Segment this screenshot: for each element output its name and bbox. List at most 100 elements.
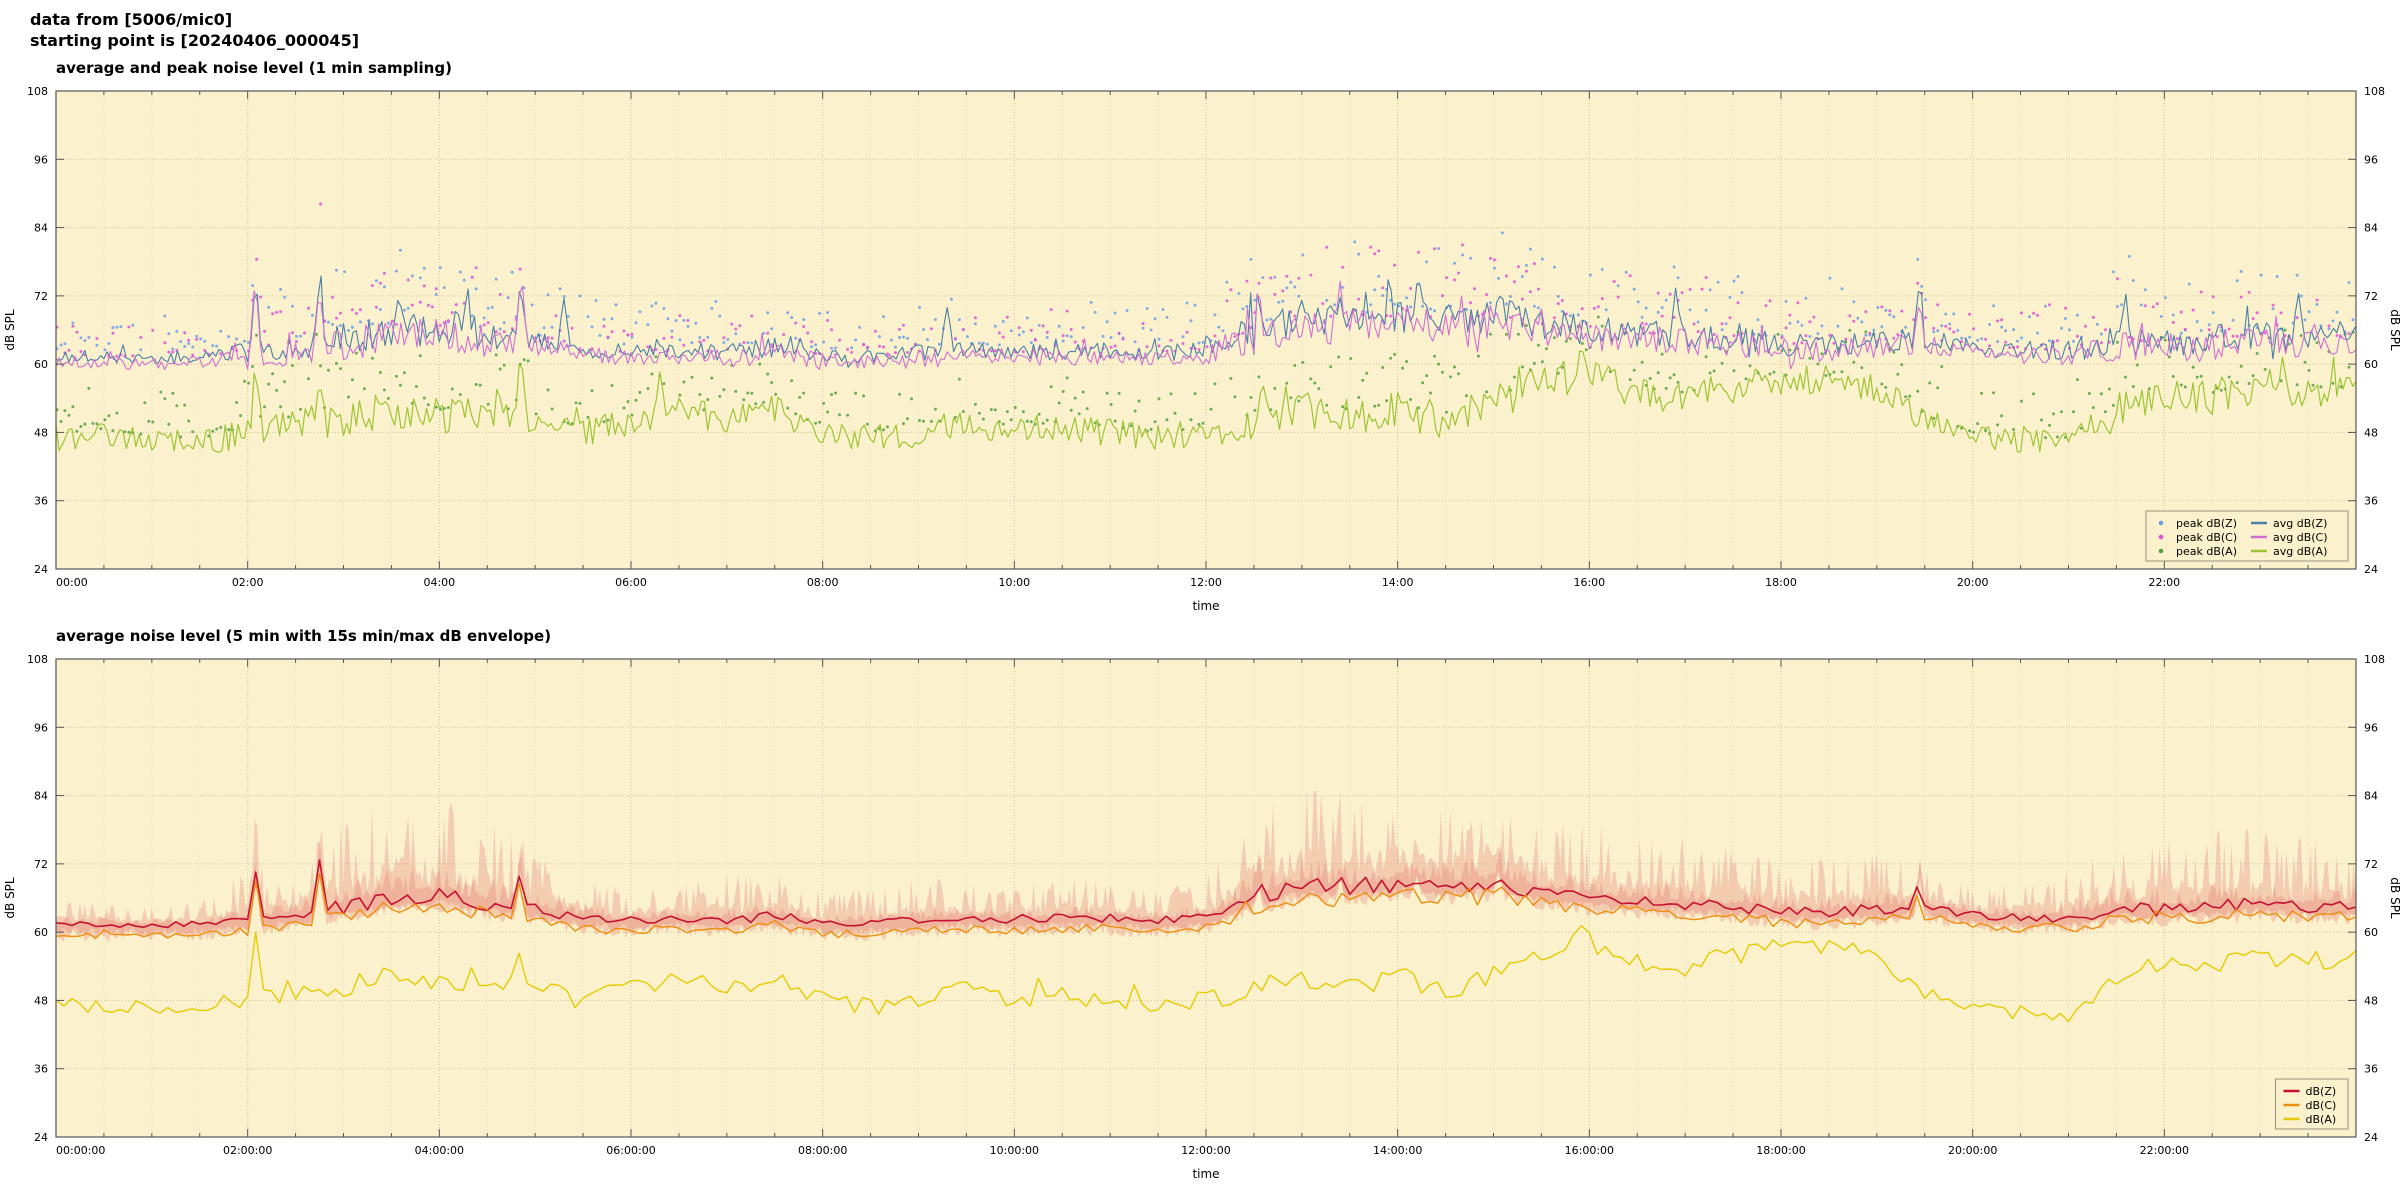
x-tick-label: 06:00 bbox=[615, 576, 647, 589]
y-tick-label: 24 bbox=[34, 563, 48, 576]
y-tick-label: 24 bbox=[34, 1131, 48, 1144]
legend-box bbox=[2145, 510, 2349, 562]
x-tick-label: 22:00:00 bbox=[2140, 1144, 2189, 1157]
legend-label: peak dB(Z) bbox=[2176, 517, 2237, 530]
y-tick-label: 72 bbox=[34, 290, 48, 303]
minmax-envelope-layer-1 bbox=[56, 841, 2356, 936]
legend-label: dB(A) bbox=[2306, 1113, 2337, 1126]
x-tick-label: 12:00:00 bbox=[1181, 1144, 1230, 1157]
y2-tick-label: 60 bbox=[2364, 358, 2378, 371]
series-avg-db-c- bbox=[55, 280, 2357, 371]
y-axis-label: dB SPL bbox=[3, 877, 17, 919]
axis-ticks bbox=[56, 90, 2356, 570]
x-tick-label: 08:00 bbox=[807, 576, 839, 589]
y-tick-label: 36 bbox=[34, 495, 48, 508]
series-peak-db-z- bbox=[55, 231, 2355, 352]
y2-tick-label: 36 bbox=[2364, 495, 2378, 508]
y2-tick-label: 24 bbox=[2364, 1131, 2378, 1144]
y2-tick-label: 72 bbox=[2364, 290, 2378, 303]
x-tick-label: 12:00 bbox=[1190, 576, 1222, 589]
legend-label: dB(C) bbox=[2306, 1099, 2337, 1112]
y2-tick-label: 48 bbox=[2364, 994, 2378, 1007]
x-tick-label: 10:00 bbox=[998, 576, 1030, 589]
x-tick-label: 22:00 bbox=[2148, 576, 2180, 589]
legend-marker-dot bbox=[2158, 534, 2164, 540]
chart2-title: average noise level (5 min with 15s min/… bbox=[56, 627, 552, 645]
legend-label: avg dB(C) bbox=[2273, 531, 2328, 544]
x-tick-label: 16:00:00 bbox=[1565, 1144, 1614, 1157]
header-line-2: starting point is [20240406_000045] bbox=[30, 31, 360, 50]
y-tick-label: 96 bbox=[34, 153, 48, 166]
plot-area bbox=[56, 659, 2356, 1137]
header: data from [5006/mic0] starting point is … bbox=[0, 0, 2400, 53]
x-tick-label: 14:00:00 bbox=[1373, 1144, 1422, 1157]
y2-tick-label: 96 bbox=[2364, 153, 2378, 166]
y-tick-label: 84 bbox=[34, 790, 48, 803]
plot-area bbox=[56, 91, 2356, 569]
legend-label: avg dB(A) bbox=[2273, 545, 2327, 558]
y2-tick-label: 48 bbox=[2364, 426, 2378, 439]
grid bbox=[56, 659, 2356, 1137]
y2-tick-label: 72 bbox=[2364, 858, 2378, 871]
y-axis-label: dB SPL bbox=[3, 309, 17, 351]
legend-label: peak dB(C) bbox=[2176, 531, 2237, 544]
x-tick-label: 00:00 bbox=[56, 576, 88, 589]
legend-label: peak dB(A) bbox=[2176, 545, 2237, 558]
legend-marker-dot bbox=[2158, 520, 2164, 526]
legend: peak dB(Z)peak dB(C)peak dB(A)avg dB(Z)a… bbox=[2145, 510, 2349, 562]
x-tick-label: 04:00 bbox=[423, 576, 455, 589]
chart2-canvas: 24 24 36 36 48 48 60 60 72 72 84 84 96 96 108 108 00:00:… bbox=[3, 653, 2400, 1181]
x-tick-label: 02:00 bbox=[232, 576, 264, 589]
y2-tick-label: 84 bbox=[2364, 790, 2378, 803]
chart1-title: average and peak noise level (1 min samp… bbox=[56, 59, 452, 77]
series-db-z- bbox=[55, 859, 2357, 929]
y-tick-label: 48 bbox=[34, 994, 48, 1007]
minmax-envelope-layer-0 bbox=[56, 789, 2356, 943]
x-tick-label: 20:00 bbox=[1957, 576, 1989, 589]
chart-average-peak: average and peak noise level (1 min samp… bbox=[0, 59, 2400, 621]
y-tick-label: 36 bbox=[34, 1063, 48, 1076]
series-db-a- bbox=[55, 925, 2357, 1023]
axis-ticks bbox=[56, 658, 2356, 1138]
x-axis-label: time bbox=[1192, 599, 1219, 613]
y2-tick-label: 84 bbox=[2364, 222, 2378, 235]
y2-tick-label: 96 bbox=[2364, 721, 2378, 734]
x-tick-label: 10:00:00 bbox=[990, 1144, 1039, 1157]
y2-axis-label: dB SPL bbox=[2388, 877, 2400, 919]
legend-label: avg dB(Z) bbox=[2273, 517, 2327, 530]
grid bbox=[56, 91, 2356, 569]
x-tick-label: 06:00:00 bbox=[606, 1144, 655, 1157]
y-tick-label: 96 bbox=[34, 721, 48, 734]
y2-tick-label: 108 bbox=[2364, 85, 2385, 98]
x-axis-label: time bbox=[1192, 1167, 1219, 1181]
legend-label: dB(Z) bbox=[2306, 1085, 2337, 1098]
x-tick-label: 20:00:00 bbox=[1948, 1144, 1997, 1157]
y2-tick-label: 60 bbox=[2364, 926, 2378, 939]
x-tick-label: 08:00:00 bbox=[798, 1144, 847, 1157]
series-avg-db-a- bbox=[55, 350, 2357, 453]
y-tick-label: 108 bbox=[27, 653, 48, 666]
y-tick-label: 60 bbox=[34, 358, 48, 371]
x-tick-label: 02:00:00 bbox=[223, 1144, 272, 1157]
y-tick-label: 84 bbox=[34, 222, 48, 235]
y2-tick-label: 24 bbox=[2364, 563, 2378, 576]
x-tick-label: 14:00 bbox=[1382, 576, 1414, 589]
y2-axis-label: dB SPL bbox=[2388, 309, 2400, 351]
series-db-c- bbox=[55, 872, 2357, 939]
chart-average-envelope: average noise level (5 min with 15s min/… bbox=[0, 627, 2400, 1189]
y2-tick-label: 36 bbox=[2364, 1063, 2378, 1076]
chart1-canvas: 24 24 36 36 48 48 60 60 72 72 84 84 96 96 108 108 00:00 0… bbox=[3, 85, 2400, 613]
y-tick-label: 48 bbox=[34, 426, 48, 439]
header-line-1: data from [5006/mic0] bbox=[30, 10, 233, 29]
y2-tick-label: 108 bbox=[2364, 653, 2385, 666]
series-avg-db-z- bbox=[55, 275, 2357, 368]
x-tick-label: 04:00:00 bbox=[415, 1144, 464, 1157]
legend-marker-dot bbox=[2158, 548, 2164, 554]
x-tick-label: 16:00 bbox=[1573, 576, 1605, 589]
y-tick-label: 72 bbox=[34, 858, 48, 871]
y-tick-label: 108 bbox=[27, 85, 48, 98]
x-tick-label: 18:00 bbox=[1765, 576, 1797, 589]
x-tick-label: 00:00:00 bbox=[56, 1144, 105, 1157]
y-tick-label: 60 bbox=[34, 926, 48, 939]
legend: dB(Z)dB(C)dB(A) bbox=[2275, 1078, 2349, 1130]
